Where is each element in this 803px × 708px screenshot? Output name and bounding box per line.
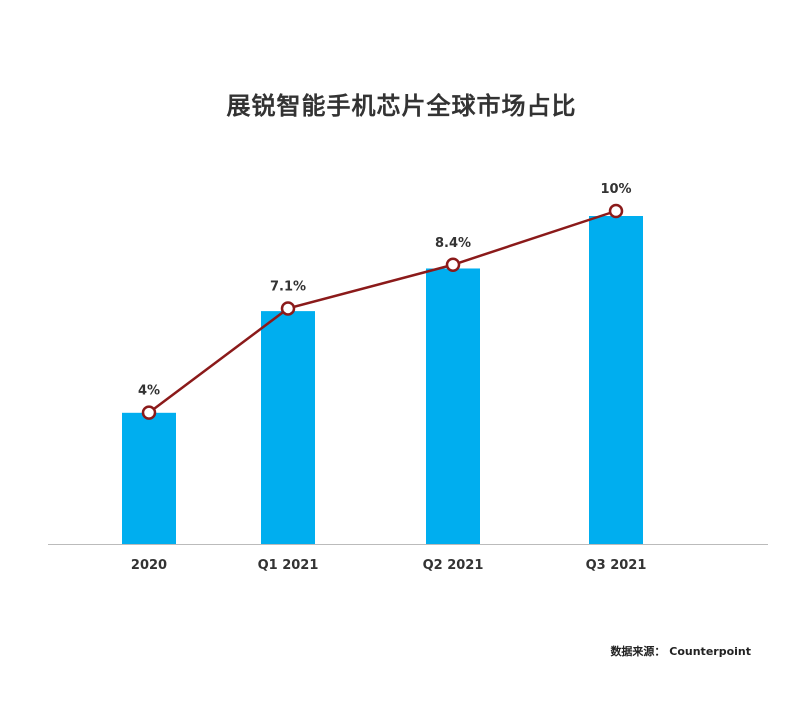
line-marker-0 [141, 405, 157, 420]
chart-title: 展锐智能手机芯片全球市场占比 [226, 92, 577, 120]
data-label-1: 7.1% [270, 279, 306, 294]
data-label-2: 8.4% [435, 236, 471, 251]
bar-2020 [122, 412, 176, 544]
line-marker-2 [445, 257, 461, 273]
data-label-0: 4% [138, 384, 160, 399]
bar-q1-2021 [261, 311, 315, 544]
source-note: 数据来源： Counterpoint [610, 645, 751, 658]
x-tick-label-2: Q2 2021 [423, 558, 484, 573]
bar-q3-2021 [589, 216, 643, 544]
line-marker-3 [608, 203, 624, 219]
x-tick-label-0: 2020 [131, 558, 167, 573]
line-layer [141, 203, 624, 420]
bars-layer [122, 216, 643, 544]
x-tick-label-1: Q1 2021 [258, 558, 319, 573]
bar-q2-2021 [426, 268, 480, 544]
line-marker-1 [280, 301, 296, 316]
data-label-3: 10% [600, 182, 631, 197]
share-line [148, 209, 617, 414]
x-tick-label-3: Q3 2021 [586, 558, 647, 573]
labels-layer: 4% 7.1% 8.4% 10% 2020 Q1 2021 Q2 2021 Q3 2021 [131, 182, 647, 573]
